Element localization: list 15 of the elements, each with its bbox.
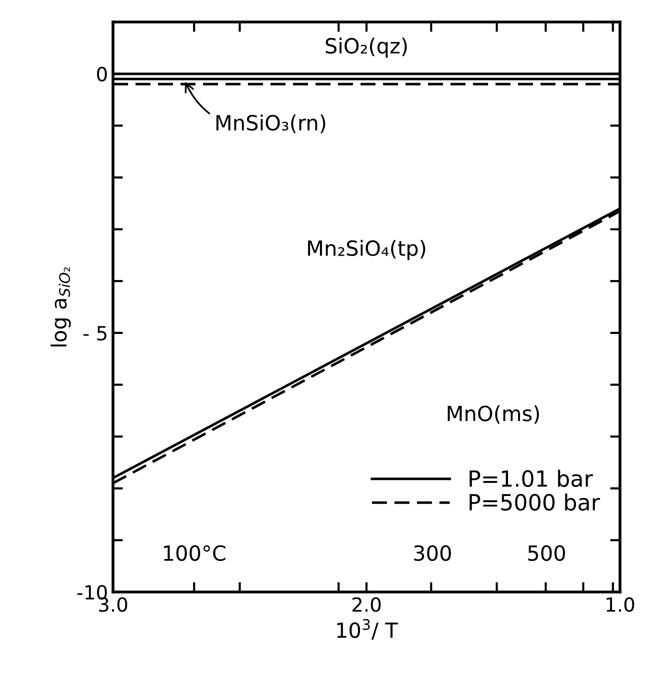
y-axis-title: log a$_{SiO₂}$	[50, 267, 71, 346]
x-tick-label: 1.0	[606, 597, 634, 612]
legend-label: P=1.01 bar	[470, 470, 593, 487]
y-tick-label: - 5	[84, 326, 106, 341]
annotation: Mn₂SiO₄(tp)	[308, 240, 426, 260]
annotation: 500	[528, 545, 565, 561]
annotation: SiO₂(qz)	[326, 38, 407, 58]
x-axis-title: 10$^{3}$/ T	[337, 618, 398, 640]
annotation: MnSiO₃(rn)	[216, 114, 326, 134]
x-tick-label: 2.0	[352, 597, 381, 612]
annotation: 300	[414, 545, 451, 561]
legend-label: P=5000 bar	[470, 493, 600, 511]
annotation: MnO(ms)	[448, 405, 539, 424]
y-tick-label: 0	[97, 66, 107, 82]
annotation: 100°C	[164, 545, 226, 561]
